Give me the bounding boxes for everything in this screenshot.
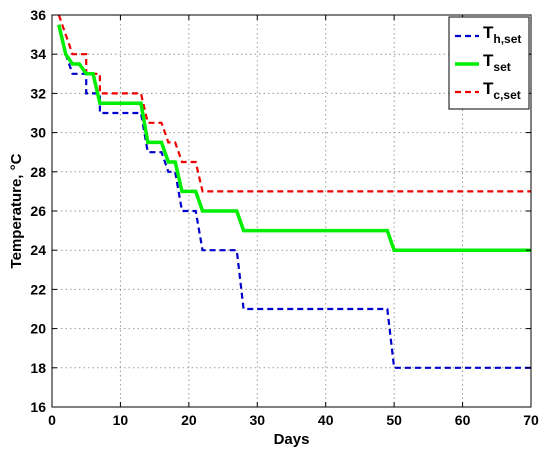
y-tick-label: 34 [30,46,46,62]
y-tick-label: 36 [30,7,46,23]
y-tick-label: 22 [30,281,46,297]
y-tick-label: 30 [30,125,46,141]
y-tick-label: 26 [30,203,46,219]
x-tick-label: 50 [386,412,402,428]
legend-label: Th,set [483,23,521,46]
axis-ticks: 0 10 20 30 40 50 60 70 16 18 20 22 24 26 28 30 32 34 36 [30,7,539,428]
x-tick-label: 10 [113,412,129,428]
x-tick-label: 20 [181,412,197,428]
x-tick-label: 70 [523,412,539,428]
y-tick-label: 24 [30,242,46,258]
legend-label-main: T [483,51,494,70]
grid [52,15,531,407]
legend-label-subscript: c,set [493,88,520,102]
y-tick-label: 16 [30,399,46,415]
legend-label: Tset [483,51,511,74]
series-line-h-set [57,24,531,369]
x-tick-label: 0 [48,412,56,428]
x-axis-label: Days [274,431,310,448]
legend-label: Tc,set [483,79,521,102]
series-lines [57,14,531,369]
series-line-set [57,24,531,252]
y-tick-label: 32 [30,85,46,101]
x-tick-label: 30 [249,412,265,428]
series-line-c-set [57,14,531,193]
legend-label-subscript: h,set [493,32,521,46]
x-tick-label: 40 [318,412,334,428]
y-tick-label: 18 [30,360,46,376]
legend-label-main: T [483,79,494,98]
x-tick-label: 60 [455,412,471,428]
legend-label-main: T [483,23,494,42]
y-axis-label: Temperature, °C [8,153,25,268]
y-tick-label: 28 [30,164,46,180]
legend-label-subscript: set [493,60,510,74]
y-tick-label: 20 [30,321,46,337]
